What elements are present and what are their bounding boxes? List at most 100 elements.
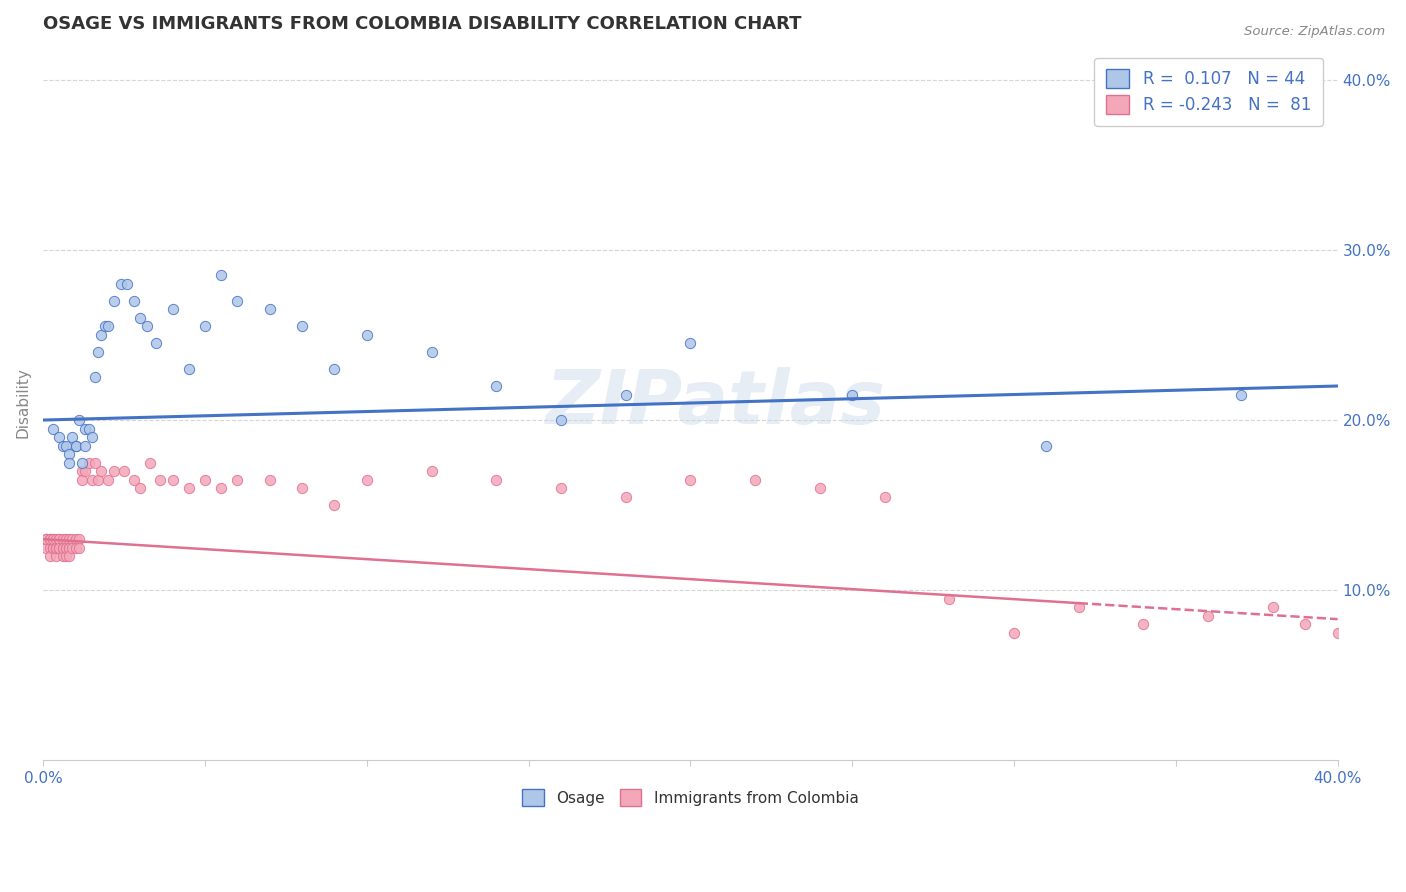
Point — [67, 413, 90, 427]
Point — [103, 293, 125, 308]
Point — [45, 541, 67, 555]
Point — [485, 379, 508, 393]
Point — [35, 532, 58, 546]
Point — [209, 268, 232, 283]
Point — [122, 293, 145, 308]
Point — [97, 473, 120, 487]
Point — [209, 481, 232, 495]
Point — [550, 413, 572, 427]
Point — [65, 541, 87, 555]
Point — [48, 532, 70, 546]
Point — [35, 541, 58, 555]
Point — [52, 532, 75, 546]
Point — [550, 481, 572, 495]
Point — [177, 362, 200, 376]
Point — [162, 473, 184, 487]
Point — [75, 464, 97, 478]
Point — [1294, 617, 1316, 632]
Point — [93, 319, 115, 334]
Point — [52, 549, 75, 564]
Point — [38, 549, 60, 564]
Point — [84, 370, 107, 384]
Point — [48, 541, 70, 555]
Point — [614, 490, 637, 504]
Point — [226, 473, 249, 487]
Point — [1197, 608, 1219, 623]
Point — [485, 473, 508, 487]
Point — [52, 541, 75, 555]
Point — [55, 549, 77, 564]
Point — [145, 336, 167, 351]
Point — [42, 541, 65, 555]
Point — [58, 456, 80, 470]
Point — [679, 473, 702, 487]
Point — [135, 319, 157, 334]
Point — [48, 541, 70, 555]
Point — [58, 549, 80, 564]
Point — [291, 319, 314, 334]
Point — [1229, 387, 1251, 401]
Point — [67, 541, 90, 555]
Point — [84, 456, 107, 470]
Point — [112, 464, 135, 478]
Point — [356, 328, 378, 343]
Point — [35, 532, 58, 546]
Point — [80, 473, 103, 487]
Point — [75, 439, 97, 453]
Point — [48, 430, 70, 444]
Point — [420, 345, 443, 359]
Point — [323, 362, 346, 376]
Point — [67, 532, 90, 546]
Point — [45, 532, 67, 546]
Point — [744, 473, 766, 487]
Point — [42, 541, 65, 555]
Point — [129, 481, 152, 495]
Point — [75, 421, 97, 435]
Point — [841, 387, 863, 401]
Point — [139, 456, 162, 470]
Point — [117, 277, 139, 291]
Point — [55, 541, 77, 555]
Point — [42, 541, 65, 555]
Point — [1035, 439, 1057, 453]
Point — [38, 541, 60, 555]
Text: Source: ZipAtlas.com: Source: ZipAtlas.com — [1244, 25, 1385, 38]
Point — [58, 532, 80, 546]
Point — [48, 532, 70, 546]
Point — [55, 439, 77, 453]
Point — [1326, 625, 1348, 640]
Point — [1067, 600, 1090, 615]
Point — [58, 541, 80, 555]
Point — [149, 473, 172, 487]
Point — [70, 456, 93, 470]
Point — [356, 473, 378, 487]
Point — [60, 532, 83, 546]
Point — [87, 473, 110, 487]
Point — [65, 532, 87, 546]
Point — [129, 310, 152, 325]
Point — [70, 473, 93, 487]
Point — [90, 328, 112, 343]
Y-axis label: Disability: Disability — [15, 368, 30, 439]
Point — [162, 302, 184, 317]
Point — [38, 532, 60, 546]
Point — [420, 464, 443, 478]
Point — [873, 490, 896, 504]
Point — [77, 421, 100, 435]
Point — [291, 481, 314, 495]
Point — [42, 421, 65, 435]
Text: OSAGE VS IMMIGRANTS FROM COLOMBIA DISABILITY CORRELATION CHART: OSAGE VS IMMIGRANTS FROM COLOMBIA DISABI… — [44, 15, 801, 33]
Point — [42, 532, 65, 546]
Point — [194, 319, 217, 334]
Point — [808, 481, 831, 495]
Point — [1002, 625, 1025, 640]
Point — [90, 464, 112, 478]
Point — [45, 549, 67, 564]
Point — [614, 387, 637, 401]
Point — [323, 498, 346, 512]
Point — [60, 430, 83, 444]
Point — [60, 541, 83, 555]
Point — [58, 447, 80, 461]
Point — [1261, 600, 1284, 615]
Point — [55, 532, 77, 546]
